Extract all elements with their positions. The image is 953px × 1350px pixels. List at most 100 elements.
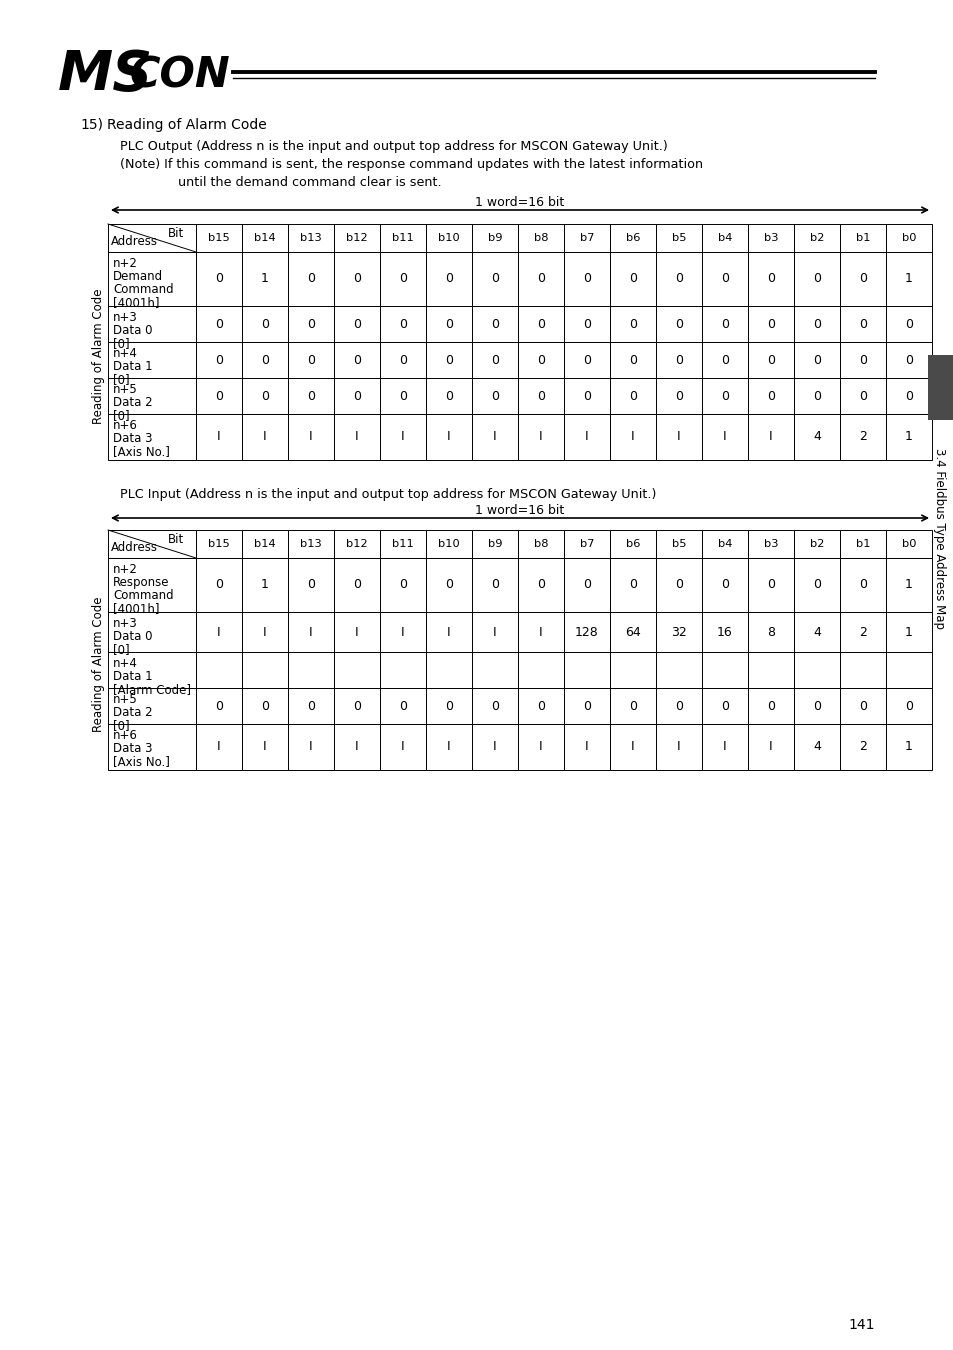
Text: 0: 0	[444, 699, 453, 713]
Bar	[793, 531, 840, 558]
Bar	[747, 378, 793, 414]
Bar	[609, 531, 656, 558]
Bar	[288, 224, 334, 252]
Bar	[563, 612, 609, 652]
Text: 0: 0	[812, 273, 821, 285]
Bar	[793, 342, 840, 378]
Text: [0]: [0]	[112, 338, 130, 350]
Text: 0: 0	[766, 273, 774, 285]
Text: Data 2: Data 2	[112, 396, 152, 409]
Bar	[701, 531, 747, 558]
Bar	[793, 724, 840, 769]
Text: 32: 32	[670, 625, 686, 639]
Bar	[426, 252, 472, 306]
Bar	[793, 378, 840, 414]
Text: b11: b11	[392, 539, 414, 549]
Text: I: I	[217, 741, 220, 753]
Bar	[426, 612, 472, 652]
Bar	[840, 652, 885, 688]
Text: 0: 0	[628, 579, 637, 591]
Text: I: I	[401, 625, 404, 639]
Text: I: I	[538, 625, 542, 639]
Text: 0: 0	[491, 390, 498, 402]
Bar	[927, 355, 953, 420]
Text: n+5: n+5	[112, 693, 137, 706]
Bar	[656, 612, 701, 652]
Text: b13: b13	[300, 234, 321, 243]
Text: 0: 0	[261, 354, 269, 366]
Bar	[108, 688, 195, 724]
Text: 0: 0	[398, 579, 407, 591]
Text: 0: 0	[720, 354, 728, 366]
Bar	[701, 414, 747, 460]
Bar	[885, 724, 931, 769]
Text: 0: 0	[766, 354, 774, 366]
Text: 0: 0	[904, 390, 912, 402]
Bar	[472, 531, 517, 558]
Bar	[517, 224, 563, 252]
Text: 0: 0	[858, 390, 866, 402]
Bar	[195, 378, 242, 414]
Bar	[242, 306, 288, 342]
Text: b0: b0	[901, 539, 915, 549]
Text: n+5: n+5	[112, 383, 137, 396]
Text: 0: 0	[398, 354, 407, 366]
Text: b5: b5	[671, 539, 685, 549]
Bar	[472, 688, 517, 724]
Text: I: I	[493, 625, 497, 639]
Bar	[379, 558, 426, 612]
Bar	[885, 612, 931, 652]
Bar	[426, 342, 472, 378]
Text: Reading of Alarm Code: Reading of Alarm Code	[92, 289, 106, 424]
Text: until the demand command clear is sent.: until the demand command clear is sent.	[178, 176, 441, 189]
Bar	[747, 224, 793, 252]
Bar	[108, 224, 195, 252]
Text: 0: 0	[858, 579, 866, 591]
Text: 0: 0	[444, 390, 453, 402]
Text: 0: 0	[720, 579, 728, 591]
Text: Reading of Alarm Code: Reading of Alarm Code	[107, 117, 267, 132]
Text: 0: 0	[812, 317, 821, 331]
Bar	[885, 688, 931, 724]
Text: 1: 1	[904, 741, 912, 753]
Bar	[517, 342, 563, 378]
Text: 0: 0	[307, 390, 314, 402]
Bar	[334, 224, 379, 252]
Text: 0: 0	[307, 354, 314, 366]
Bar	[656, 224, 701, 252]
Bar	[793, 558, 840, 612]
Text: 0: 0	[444, 273, 453, 285]
Text: I: I	[538, 741, 542, 753]
Bar	[793, 688, 840, 724]
Text: b0: b0	[901, 234, 915, 243]
Text: 2: 2	[858, 431, 866, 444]
Text: PLC Output (Address n is the input and output top address for MSCON Gateway Unit: PLC Output (Address n is the input and o…	[120, 140, 667, 153]
Bar	[885, 652, 931, 688]
Bar	[334, 531, 379, 558]
Text: 1: 1	[261, 273, 269, 285]
Bar	[609, 724, 656, 769]
Text: b14: b14	[253, 539, 275, 549]
Text: 0: 0	[398, 273, 407, 285]
Bar	[379, 724, 426, 769]
Text: b14: b14	[253, 234, 275, 243]
Text: Bit: Bit	[168, 533, 184, 545]
Text: 0: 0	[812, 579, 821, 591]
Text: Reading of Alarm Code: Reading of Alarm Code	[92, 597, 106, 732]
Bar	[517, 531, 563, 558]
Text: 0: 0	[720, 317, 728, 331]
Text: I: I	[768, 741, 772, 753]
Text: 0: 0	[491, 699, 498, 713]
Text: [4001h]: [4001h]	[112, 296, 159, 309]
Text: Data 3: Data 3	[112, 743, 152, 755]
Text: 0: 0	[582, 390, 590, 402]
Bar	[108, 252, 195, 306]
Bar	[701, 252, 747, 306]
Bar	[426, 531, 472, 558]
Bar	[701, 224, 747, 252]
Bar	[334, 342, 379, 378]
Bar	[793, 306, 840, 342]
Text: 0: 0	[582, 579, 590, 591]
Bar	[885, 342, 931, 378]
Bar	[472, 414, 517, 460]
